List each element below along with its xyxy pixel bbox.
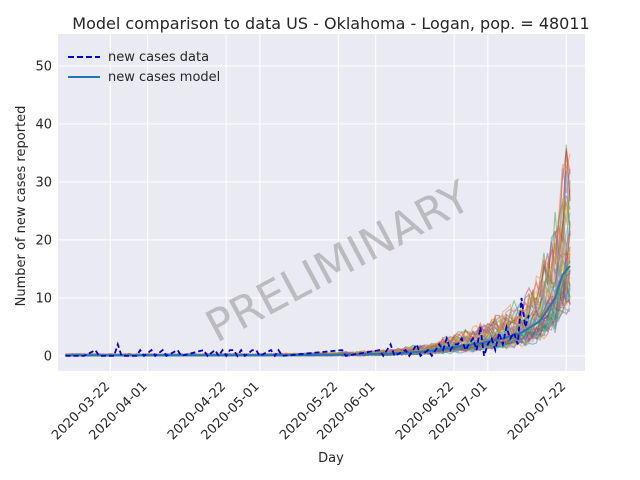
series-lines: [65, 265, 571, 358]
y-tick-label: 0: [44, 349, 52, 364]
y-tick-label: 50: [35, 59, 52, 74]
data-series-line: [65, 297, 530, 358]
gridlines: [58, 34, 585, 371]
legend-data-label: new cases data: [108, 50, 209, 65]
model-series-line: [65, 265, 571, 357]
x-tick-label: 2020-07-22: [505, 379, 569, 443]
y-tick-labels: 0 10 20 30 40 50: [35, 59, 52, 364]
y-axis-label: Number of new cases reported: [14, 106, 29, 307]
y-tick-label: 40: [35, 117, 52, 132]
legend: new cases data new cases model: [68, 50, 220, 85]
x-axis-label: Day: [318, 451, 344, 466]
legend-model-label: new cases model: [108, 70, 220, 85]
y-tick-label: 20: [35, 233, 52, 248]
plot-area: [58, 34, 585, 371]
y-tick-label: 30: [35, 175, 52, 190]
y-tick-label: 10: [35, 291, 52, 306]
chart-title: Model comparison to data US - Oklahoma -…: [72, 14, 589, 33]
